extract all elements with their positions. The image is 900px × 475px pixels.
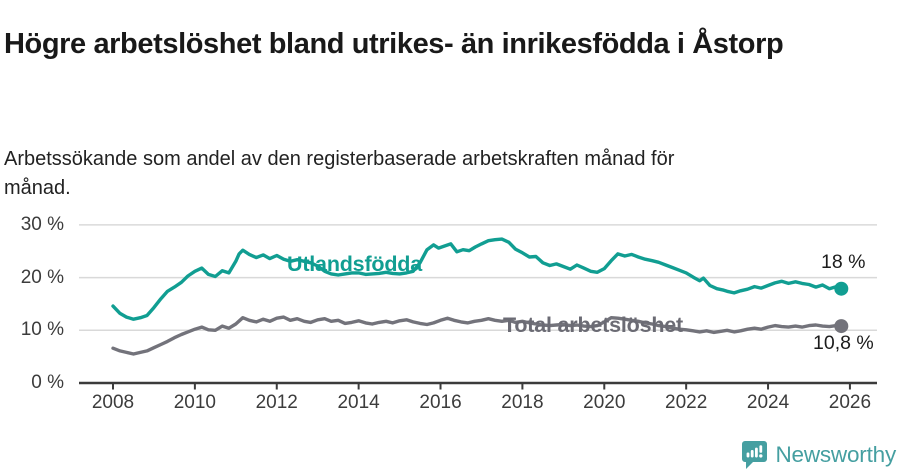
y-tick-label-0: 0 % [31, 372, 64, 393]
series-line-utlandsf-dda [111, 237, 843, 321]
x-tick-label-2020: 2020 [583, 392, 626, 413]
x-tick-label-2016: 2016 [419, 392, 462, 413]
end-value-label-utlandsfodda: 18 % [821, 251, 866, 273]
series-end-dot-total-arbetsl-shet [834, 319, 849, 334]
x-tick-label-2012: 2012 [255, 392, 298, 413]
x-tick-label-2024: 2024 [746, 392, 790, 413]
y-tick-label-20: 20 % [20, 266, 64, 288]
y-tick-label-10: 10 % [20, 319, 64, 341]
footer-brand-bar: Newsworthy [0, 438, 896, 472]
newsworthy-brand-name[interactable]: Newsworthy [775, 442, 896, 467]
series-label-total-arbetsloshet: Total arbetslöshet [503, 313, 683, 337]
series-label-utlandsfodda: Utlandsfödda [287, 252, 422, 276]
y-tick-label-30: 30 % [20, 213, 64, 235]
chart-title: Högre arbetslöshet bland utrikes- än inr… [4, 28, 784, 61]
series-end-dot-utlandsf-dda [834, 281, 849, 296]
newsworthy-logo-icon[interactable] [741, 440, 768, 470]
x-tick-label-2010: 2010 [173, 392, 217, 413]
x-tick-label-2014: 2014 [337, 392, 380, 413]
x-tick-label-2018: 2018 [501, 392, 544, 413]
x-tick-label-2022: 2022 [665, 392, 708, 413]
end-value-label-total-arbetsloshet: 10,8 % [813, 332, 874, 354]
x-tick-label-2026: 2026 [828, 392, 872, 413]
x-tick-label-2008: 2008 [91, 392, 135, 413]
series-line-total-arbetsl-shet [111, 315, 843, 356]
chart-subtitle: Arbetssökande som andel av den registerb… [4, 148, 675, 199]
